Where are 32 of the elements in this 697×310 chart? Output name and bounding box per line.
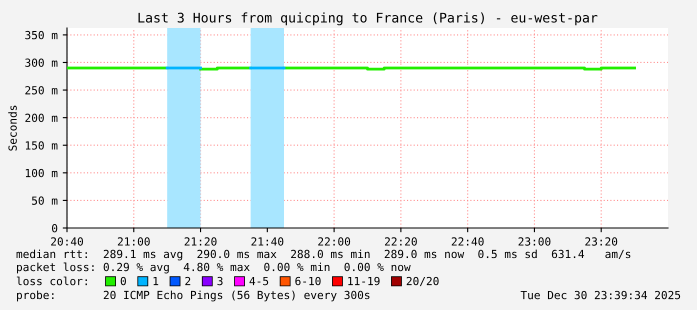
x-tick-label: 22:40 (452, 237, 484, 246)
legend-label: 20/20 (406, 276, 439, 286)
x-tick-label: 22:20 (384, 237, 417, 246)
text: probe: 20 ICMP Echo Pings (56 Bytes) every 300s (17, 290, 370, 302)
y-tick-label: 150 m (26, 141, 58, 150)
text: median rtt: 289.1 ms avg 290.0 ms max 288.0 ms min 289.0 ms now 0.5 ms sd 631.4 am/s (16, 250, 630, 260)
x-tick-label: 23:20 (585, 237, 618, 246)
x-tick-label: 21:40 (251, 237, 284, 246)
text: Tue Dec 30 23:39:34 2025 (520, 290, 680, 300)
y-tick-label: 200 m (25, 114, 58, 122)
legend-label: 2 (185, 276, 190, 286)
x-tick-label: 21:00 (118, 237, 150, 246)
x-tick-label: 22:00 (318, 237, 350, 246)
chart-title: Last 3 Hours from quicping to France (Paris) - eu-west-par (138, 12, 598, 26)
legend-label: 0 (120, 276, 126, 286)
x-tick-label: 21:20 (184, 237, 217, 246)
legend-title: loss color: (16, 276, 87, 286)
legend-label: 11-19 (348, 276, 380, 286)
y-tick-label: 250 m (25, 86, 58, 94)
legend-label: 3 (217, 276, 223, 286)
legend-label: 4-5 (250, 276, 268, 286)
y-tick-label: 0 (52, 224, 58, 232)
legend-label: 6-10 (295, 276, 321, 286)
y-axis-title: Seconds (8, 106, 17, 151)
legend-label: 1 (154, 276, 158, 286)
text: packet loss: 0.29 % avg 4.80 % max 0.00 % min 0.00 % now (17, 262, 411, 274)
x-tick-label: 20:40 (51, 237, 84, 246)
y-tick-label: 100 m (26, 168, 58, 178)
x-tick-label: 23:00 (518, 237, 550, 246)
y-tick-label: 300 m (25, 58, 58, 67)
y-tick-label: 50 m (32, 196, 58, 205)
y-tick-label: 350 m (25, 30, 58, 40)
